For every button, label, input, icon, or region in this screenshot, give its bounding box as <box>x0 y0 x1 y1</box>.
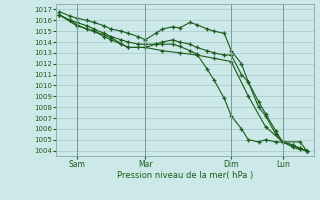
X-axis label: Pression niveau de la mer( hPa ): Pression niveau de la mer( hPa ) <box>117 171 253 180</box>
